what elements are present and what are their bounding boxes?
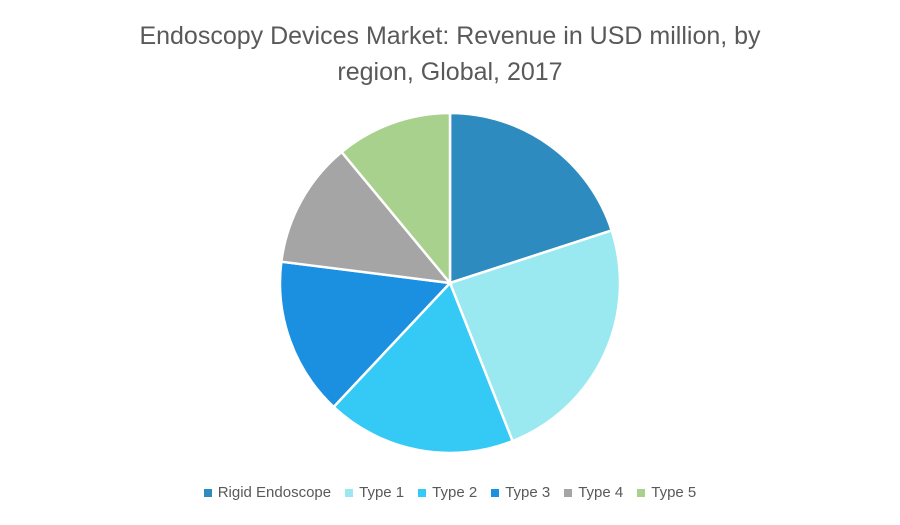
pie-slice [278,260,453,409]
legend-item: Type 5 [637,484,696,501]
legend-item: Type 3 [491,484,550,501]
legend-label: Rigid Endoscope [217,484,332,501]
chart [278,111,622,455]
legend-swatch [564,488,573,497]
legend: Rigid Endoscope Type 1 Type 2 Type 3 Type 4 T… [0,484,900,501]
legend-label: Type 5 [651,484,697,501]
legend-swatch [203,488,212,497]
legend-swatch [637,488,646,497]
legend-item: Type 2 [418,484,477,501]
legend-label: Type 4 [578,484,624,501]
legend-label: Type 3 [505,484,551,501]
legend-swatch [418,488,427,497]
legend-label: Type 2 [432,484,478,501]
legend-label: Type 1 [359,484,405,501]
legend-swatch [491,488,500,497]
legend-item: Type 4 [564,484,623,501]
chart-title: Endoscopy Devices Market: Revenue in USD… [139,22,761,86]
pie-slice [339,111,452,287]
pie-slice [448,111,614,285]
pie-slice [279,150,453,285]
legend-item: Type 1 [345,484,404,501]
pie-slice [331,280,515,455]
legend-swatch [345,488,354,497]
legend-item: Rigid Endoscope [203,484,332,501]
